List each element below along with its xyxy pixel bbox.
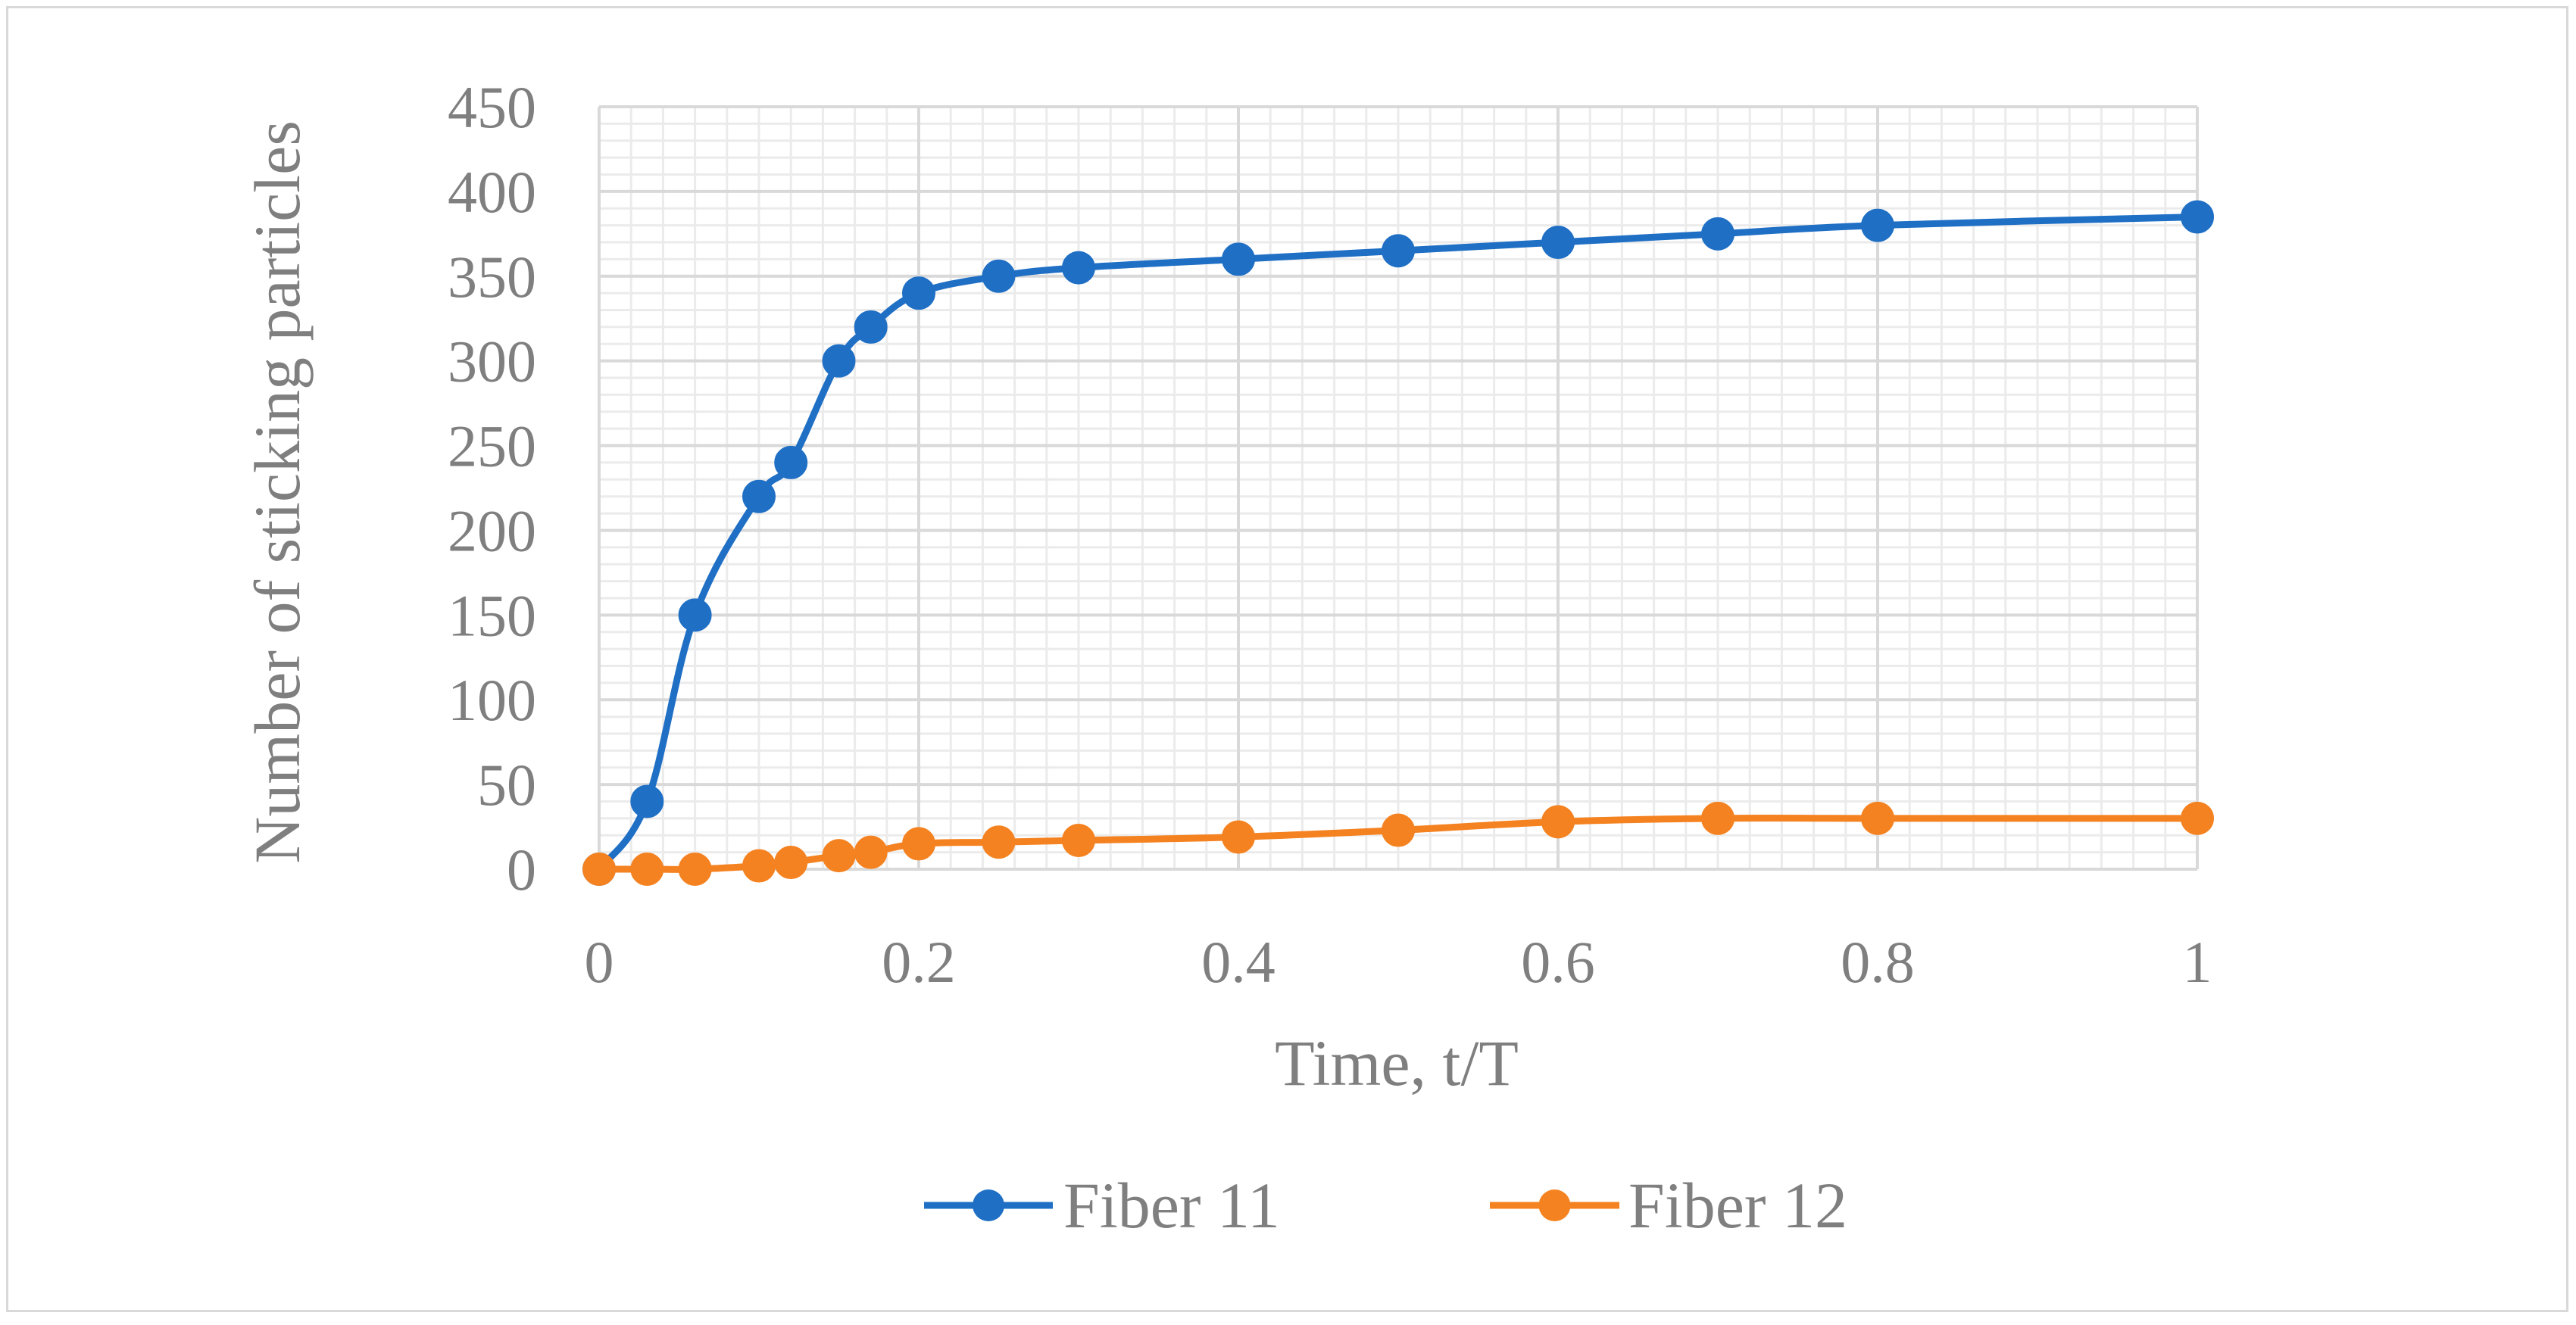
y-axis-title: Number of sticking particles <box>241 120 314 864</box>
data-point-fiber-12 <box>742 849 776 883</box>
y-axis-tick-labels: 0 50 100 150 200 250 300 350 400 450 <box>448 74 536 903</box>
data-point-fiber-12 <box>774 846 808 880</box>
y-tick-label: 400 <box>448 159 536 225</box>
y-tick-label: 50 <box>477 752 536 818</box>
data-point-fiber-12 <box>1701 801 1735 835</box>
y-tick-label: 100 <box>448 667 536 733</box>
x-tick-label: 1 <box>2183 929 2212 995</box>
data-point-fiber-12 <box>678 853 712 886</box>
chart-frame <box>6 6 2568 1312</box>
data-point-fiber-12 <box>902 827 935 861</box>
data-point-fiber-11 <box>774 445 808 479</box>
legend-item-fiber-11[interactable]: Fiber 11 <box>924 1169 1280 1242</box>
data-point-fiber-12 <box>1222 820 1255 854</box>
data-point-fiber-11 <box>822 344 856 378</box>
legend-marker-fiber-11 <box>973 1189 1004 1221</box>
data-point-fiber-11 <box>854 310 888 344</box>
data-point-fiber-11 <box>630 784 664 818</box>
series-fiber-12 <box>582 801 2214 886</box>
y-tick-label: 350 <box>448 244 536 310</box>
data-point-fiber-12 <box>1062 823 1095 857</box>
series-layer <box>582 200 2214 886</box>
data-point-fiber-12 <box>822 839 856 873</box>
x-tick-label: 0.6 <box>1521 929 1595 995</box>
data-point-fiber-12 <box>1541 805 1575 839</box>
y-tick-label: 150 <box>448 582 536 648</box>
data-point-fiber-12 <box>1861 801 1894 835</box>
data-point-fiber-11 <box>1701 217 1735 251</box>
data-point-fiber-11 <box>1861 208 1894 242</box>
y-tick-label: 0 <box>507 837 536 903</box>
data-point-fiber-11 <box>742 479 776 513</box>
data-point-fiber-11 <box>902 276 935 310</box>
data-point-fiber-12 <box>630 853 664 886</box>
data-point-fiber-12 <box>2181 801 2214 835</box>
x-tick-label: 0 <box>585 929 614 995</box>
data-point-fiber-11 <box>678 598 712 632</box>
data-point-fiber-12 <box>854 835 888 869</box>
data-point-fiber-11 <box>1382 234 1415 268</box>
legend-label-fiber-11: Fiber 11 <box>1063 1169 1280 1242</box>
data-point-fiber-11 <box>982 259 1016 293</box>
major-gridlines <box>598 105 2199 871</box>
x-tick-label: 0.2 <box>882 929 956 995</box>
x-axis-title: Time, t/T <box>1275 1027 1519 1099</box>
data-point-fiber-11 <box>2181 200 2214 234</box>
x-tick-label: 0.4 <box>1201 929 1276 995</box>
data-point-fiber-11 <box>1222 242 1255 276</box>
data-point-fiber-12 <box>1382 813 1415 847</box>
minor-gridlines <box>598 105 2199 871</box>
legend-marker-fiber-12 <box>1538 1189 1571 1221</box>
x-tick-label: 0.8 <box>1841 929 1915 995</box>
legend-item-fiber-12[interactable]: Fiber 12 <box>1490 1169 1847 1242</box>
data-point-fiber-11 <box>1062 251 1095 285</box>
legend-label-fiber-12: Fiber 12 <box>1628 1169 1847 1242</box>
y-tick-label: 250 <box>448 413 536 479</box>
legend[interactable]: Fiber 11 Fiber 12 <box>924 1169 1847 1242</box>
y-tick-label: 200 <box>448 497 536 563</box>
x-axis-tick-labels: 0 0.2 0.4 0.6 0.8 1 <box>585 929 2212 995</box>
data-point-fiber-12 <box>982 825 1016 859</box>
data-point-fiber-11 <box>1541 226 1575 260</box>
data-point-fiber-12 <box>582 853 616 886</box>
y-tick-label: 450 <box>448 74 536 140</box>
y-tick-label: 300 <box>448 329 536 394</box>
